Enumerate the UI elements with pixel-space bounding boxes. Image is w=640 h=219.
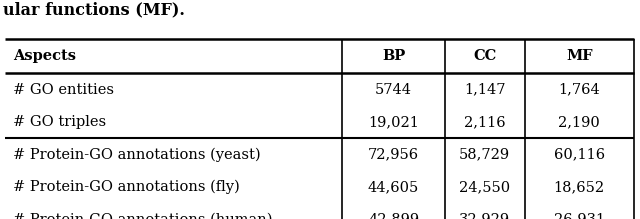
Text: 1,764: 1,764: [558, 83, 600, 97]
Text: 2,190: 2,190: [558, 115, 600, 129]
Text: 19,021: 19,021: [368, 115, 419, 129]
Text: 5744: 5744: [375, 83, 412, 97]
Text: CC: CC: [473, 49, 497, 63]
Text: # Protein-GO annotations (fly): # Protein-GO annotations (fly): [13, 180, 239, 194]
Text: 1,147: 1,147: [464, 83, 506, 97]
Text: # GO entities: # GO entities: [13, 83, 114, 97]
Text: ular functions (MF).: ular functions (MF).: [3, 1, 185, 18]
Text: # Protein-GO annotations (human): # Protein-GO annotations (human): [13, 212, 272, 219]
Text: Aspects: Aspects: [13, 49, 76, 63]
Text: 42,899: 42,899: [368, 212, 419, 219]
Text: # Protein-GO annotations (yeast): # Protein-GO annotations (yeast): [13, 147, 260, 162]
Text: BP: BP: [382, 49, 405, 63]
Text: 2,116: 2,116: [464, 115, 506, 129]
Text: 24,550: 24,550: [460, 180, 510, 194]
Text: MF: MF: [566, 49, 593, 63]
Text: 58,729: 58,729: [460, 147, 510, 161]
Text: 32,929: 32,929: [460, 212, 510, 219]
Text: 18,652: 18,652: [554, 180, 605, 194]
Text: 26,931: 26,931: [554, 212, 605, 219]
Text: 60,116: 60,116: [554, 147, 605, 161]
Text: 44,605: 44,605: [368, 180, 419, 194]
Text: 72,956: 72,956: [368, 147, 419, 161]
Text: # GO triples: # GO triples: [13, 115, 106, 129]
